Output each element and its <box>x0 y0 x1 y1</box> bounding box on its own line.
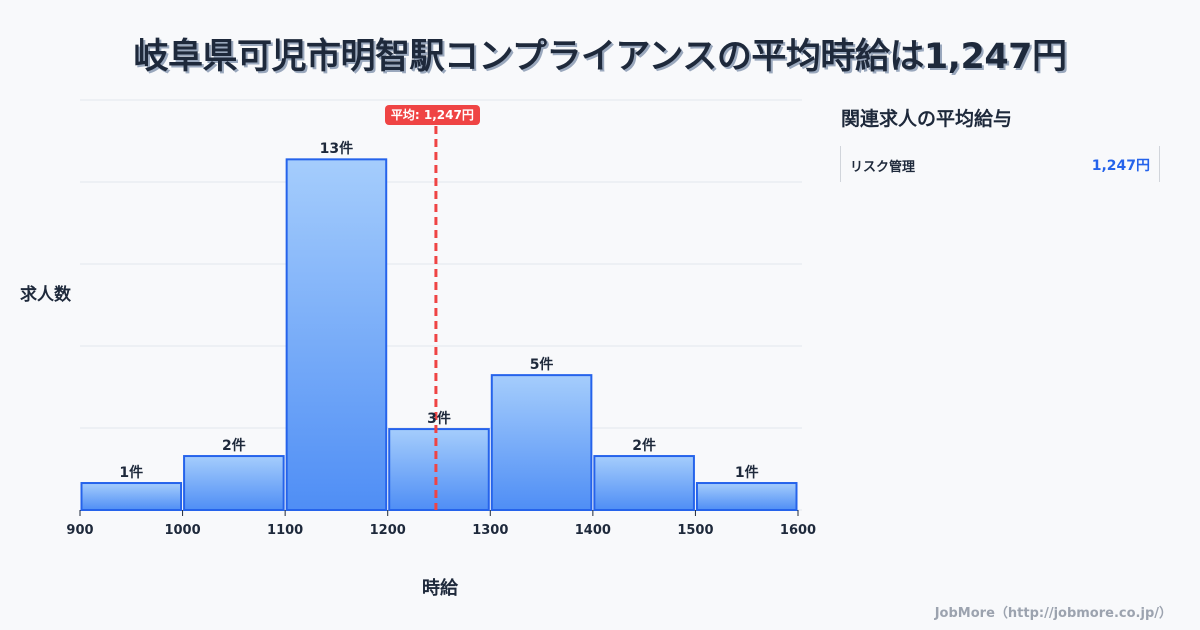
x-axis-label: 時給 <box>422 578 458 599</box>
related-salary-row[interactable]: リスク管理 1,247円 <box>840 146 1160 182</box>
histogram-bar[interactable] <box>388 428 490 511</box>
histogram-bar[interactable] <box>695 482 798 511</box>
bar-count-label: 1件 <box>119 465 144 482</box>
bar-count-label: 1件 <box>734 465 759 482</box>
bar-count-label: 3件 <box>427 411 451 428</box>
bar-count-label: 13件 <box>319 141 354 158</box>
bars <box>80 158 798 512</box>
x-tick-label: 1400 <box>574 523 611 538</box>
histogram-bar[interactable] <box>285 158 388 511</box>
x-tick-label: 1100 <box>267 523 304 538</box>
x-tick-label: 1600 <box>779 523 817 538</box>
x-axis-ticks <box>79 510 799 516</box>
related-job-label: リスク管理 <box>850 160 916 175</box>
related-salary-title: 関連求人の平均給与 <box>841 108 1013 130</box>
x-tick-label: 1200 <box>369 523 406 538</box>
footer-credit: JobMore（http://jobmore.co.jp/） <box>934 606 1172 621</box>
x-tick-label: 900 <box>66 523 94 538</box>
histogram-bar[interactable] <box>80 482 183 511</box>
histogram-bar[interactable] <box>593 455 695 512</box>
bar-count-label: 2件 <box>221 438 246 455</box>
y-axis-label: 求人数 <box>20 285 71 305</box>
bar-count-label: 2件 <box>632 438 657 455</box>
x-tick-label: 1500 <box>677 523 714 538</box>
bar-count-label: 5件 <box>529 357 554 374</box>
related-job-value: 1,247円 <box>1091 158 1150 174</box>
page-title: 岐阜県可児市明智駅コンプライアンスの平均時給は1,247円 <box>133 37 1067 77</box>
histogram-bar[interactable] <box>183 455 285 512</box>
x-tick-label: 1300 <box>472 523 509 538</box>
histogram-bar[interactable] <box>490 374 593 512</box>
average-badge: 平均: 1,247円 <box>384 105 480 125</box>
x-tick-label: 1000 <box>164 523 201 538</box>
